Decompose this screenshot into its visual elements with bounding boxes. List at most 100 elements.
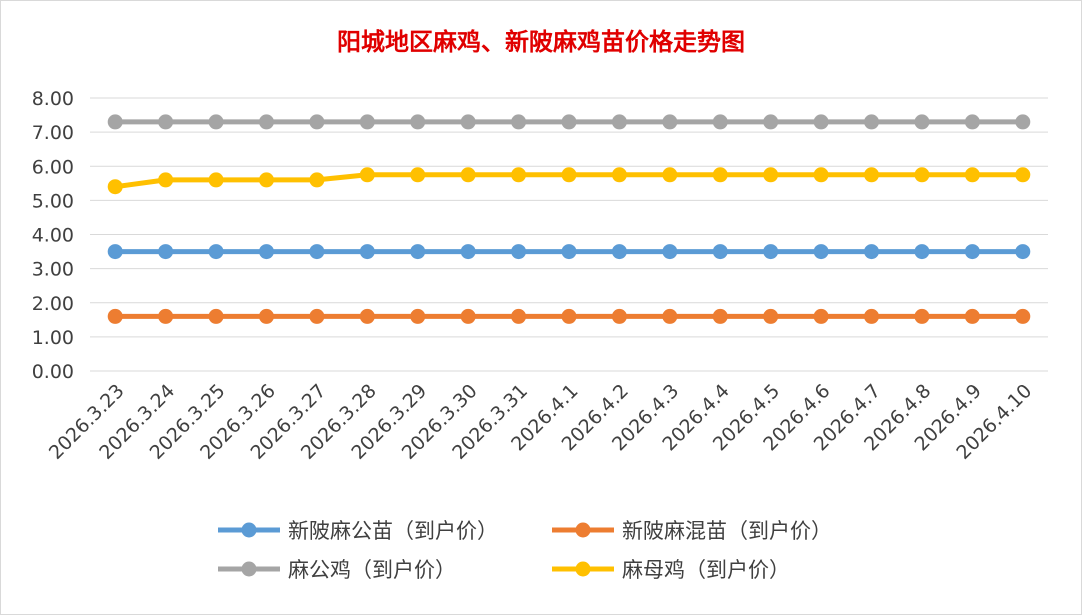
data-point [561,244,577,260]
data-point [611,167,627,183]
chart-title: 阳城地区麻鸡、新陂麻鸡苗价格走势图 [337,28,745,56]
data-point [1015,244,1031,260]
data-point [1015,114,1031,130]
data-point [359,167,375,183]
data-point [258,244,274,260]
y-tick-label: 4.00 [32,225,74,247]
legend-swatch-marker [241,561,257,577]
data-point [309,114,325,130]
data-point [561,167,577,183]
data-point [813,244,829,260]
data-point [914,167,930,183]
legend-swatch-marker [575,561,591,577]
data-point [964,167,980,183]
y-tick-label: 2.00 [32,293,74,315]
legend: 新陂麻公苗（到户价） 新陂麻混苗（到户价） 麻公鸡（到户价） 麻母鸡（到户价） [218,519,832,582]
data-point [864,308,880,324]
data-point [410,114,426,130]
data-point [1015,308,1031,324]
data-point [712,308,728,324]
data-point [712,114,728,130]
data-point [309,244,325,260]
data-point [359,308,375,324]
data-point [107,244,123,260]
data-point [964,244,980,260]
data-point [208,114,224,130]
data-point [813,308,829,324]
data-point [511,114,527,130]
series-lines [107,114,1031,324]
data-point [763,244,779,260]
data-point [712,167,728,183]
data-point [611,244,627,260]
legend-swatch-marker [575,522,591,538]
y-tick-label: 5.00 [32,190,74,212]
legend-item: 新陂麻公苗（到户价） [218,519,498,543]
data-point [258,308,274,324]
data-point [258,114,274,130]
y-tick-label: 8.00 [32,88,74,110]
data-point [763,114,779,130]
data-point [561,114,577,130]
data-point [1015,167,1031,183]
data-point [107,114,123,130]
data-point [914,308,930,324]
data-point [511,167,527,183]
data-point [662,167,678,183]
data-point [107,179,123,195]
y-tick-label: 3.00 [32,259,74,281]
legend-label: 麻公鸡（到户价） [288,558,456,582]
data-point [158,172,174,188]
data-point [511,244,527,260]
data-point [410,167,426,183]
data-point [410,308,426,324]
data-point [460,244,476,260]
data-point [914,114,930,130]
legend-label: 麻母鸡（到户价） [622,558,790,582]
y-tick-label: 1.00 [32,327,74,349]
x-axis-ticks: 2026.3.232026.3.242026.3.252026.3.262026… [45,380,1037,464]
y-tick-label: 7.00 [32,122,74,144]
legend-item: 麻公鸡（到户价） [218,558,456,582]
data-point [511,308,527,324]
data-point [158,308,174,324]
data-point [864,244,880,260]
data-point [763,167,779,183]
data-point [359,244,375,260]
y-axis-ticks: 0.00 1.00 2.00 3.00 4.00 5.00 6.00 7.00 8.00 [32,88,74,383]
data-point [460,308,476,324]
data-point [813,114,829,130]
data-point [864,167,880,183]
data-point [914,244,930,260]
data-point [208,172,224,188]
legend-item: 新陂麻混苗（到户价） [552,519,832,543]
series-1 [107,308,1031,324]
data-point [158,114,174,130]
data-point [611,114,627,130]
data-point [107,308,123,324]
gridlines [90,97,1048,372]
data-point [611,308,627,324]
data-point [309,172,325,188]
data-point [208,244,224,260]
data-point [158,244,174,260]
data-point [359,114,375,130]
data-point [712,244,728,260]
data-point [309,308,325,324]
data-point [460,114,476,130]
y-tick-label: 0.00 [32,361,74,383]
data-point [813,167,829,183]
data-point [662,244,678,260]
legend-item: 麻母鸡（到户价） [552,558,790,582]
data-point [208,308,224,324]
data-point [662,308,678,324]
legend-label: 新陂麻混苗（到户价） [622,519,832,543]
y-tick-label: 6.00 [32,156,74,178]
data-point [964,114,980,130]
data-point [864,114,880,130]
data-point [460,167,476,183]
series-2 [107,114,1031,130]
data-point [258,172,274,188]
